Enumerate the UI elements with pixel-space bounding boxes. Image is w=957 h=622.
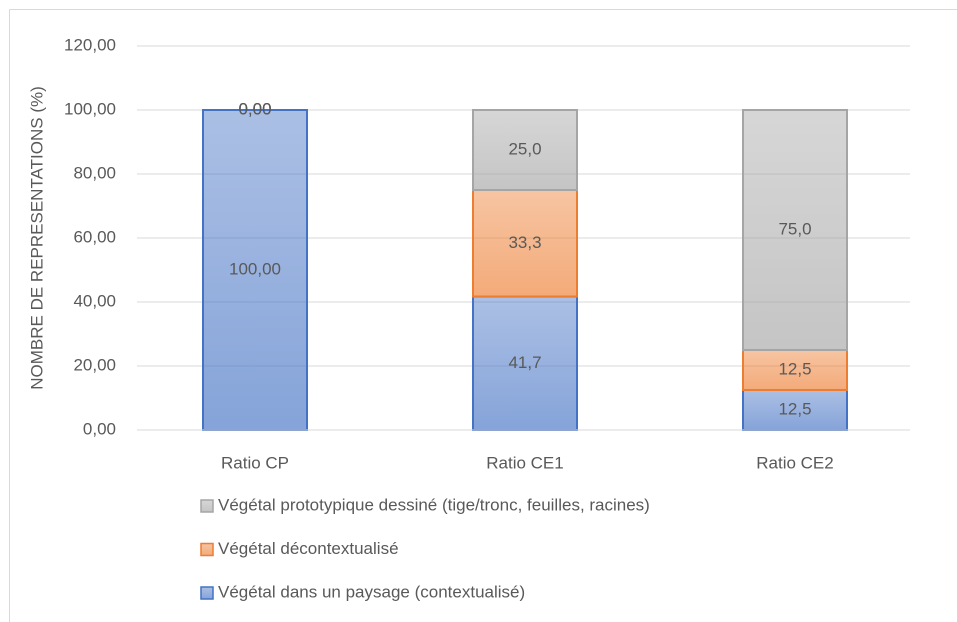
y-axis-label: NOMBRE DE REPRESENTATIONS (%) xyxy=(27,86,46,390)
bar-segment xyxy=(742,389,848,431)
x-tick-label: Ratio CP xyxy=(221,453,289,472)
bar-segment xyxy=(742,349,848,391)
y-tick-label: 120,00 xyxy=(64,35,116,54)
bar-segment xyxy=(472,189,578,298)
data-label: 12,5 xyxy=(778,359,811,378)
data-label: 25,0 xyxy=(508,139,541,158)
x-tick-label: Ratio CE2 xyxy=(756,453,833,472)
data-label: 33,3 xyxy=(508,233,541,252)
legend-swatch xyxy=(200,499,214,513)
data-label: 75,0 xyxy=(778,219,811,238)
data-label: 0,00 xyxy=(238,99,271,118)
y-tick-label: 80,00 xyxy=(73,163,116,182)
data-label: 12,5 xyxy=(778,399,811,418)
bar-segment xyxy=(742,109,848,351)
legend-label: Végétal décontextualisé xyxy=(218,539,399,558)
legend-label: Végétal dans un paysage (contextualisé) xyxy=(218,582,525,601)
y-tick-label: 0,00 xyxy=(83,419,116,438)
y-tick-label: 100,00 xyxy=(64,99,116,118)
legend-swatch xyxy=(200,542,214,557)
data-label: 0,00 xyxy=(238,99,271,118)
legend-label: Végétal prototypique dessiné (tige/tronc… xyxy=(218,495,650,514)
data-label: 41,7 xyxy=(508,353,541,372)
bar-segment xyxy=(202,109,308,431)
data-label: 100,00 xyxy=(229,259,281,278)
bar-segment xyxy=(472,109,578,191)
y-tick-label: 20,00 xyxy=(73,355,116,374)
y-tick-label: 40,00 xyxy=(73,291,116,310)
legend-swatch xyxy=(200,586,214,600)
bar-segment xyxy=(472,295,578,431)
y-tick-label: 60,00 xyxy=(73,227,116,246)
x-tick-label: Ratio CE1 xyxy=(486,453,563,472)
